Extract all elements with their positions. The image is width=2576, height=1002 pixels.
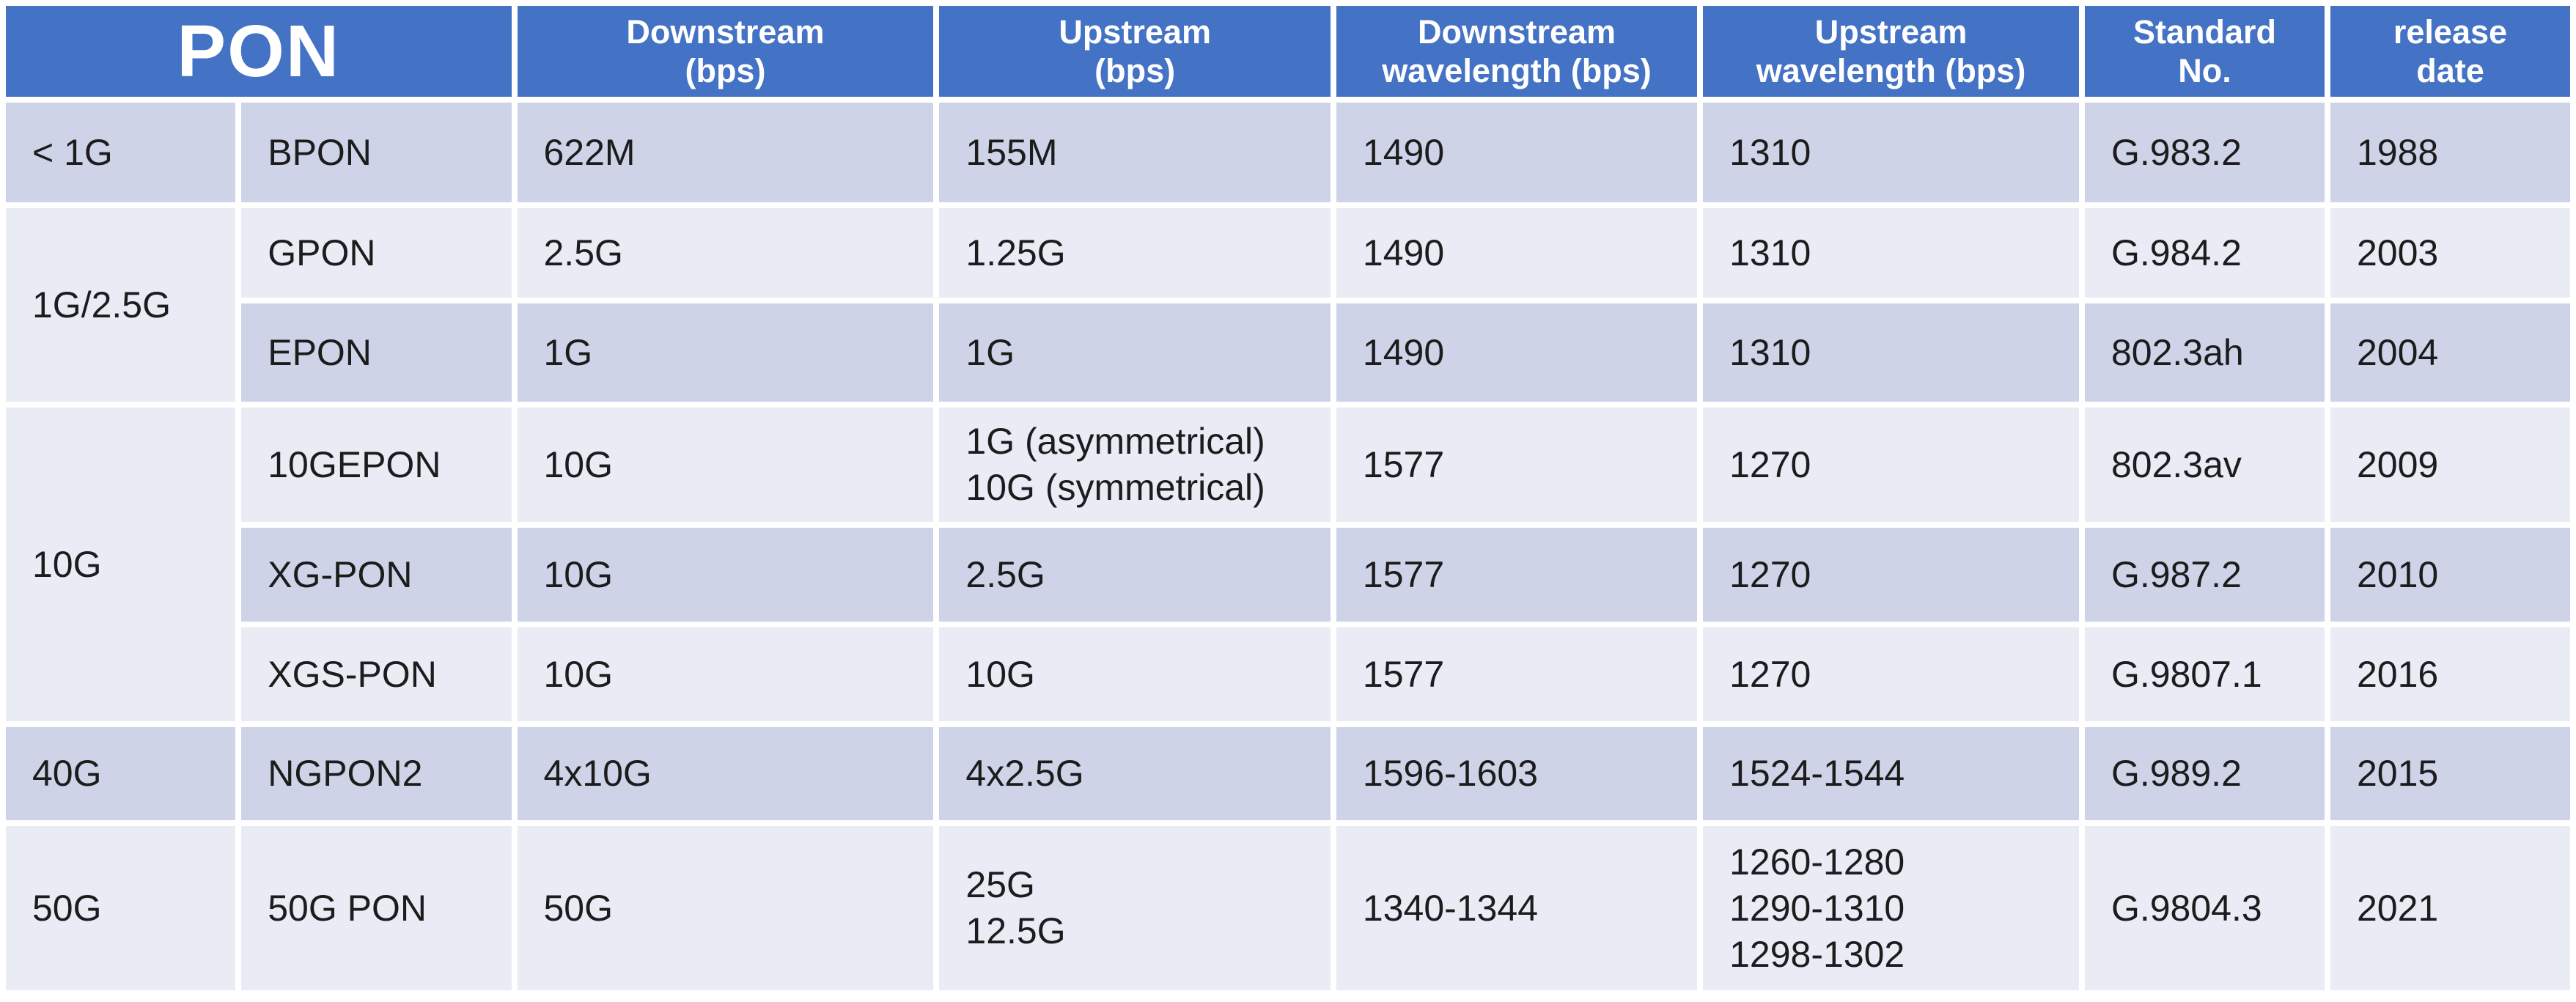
release-date-cell: 1988	[2330, 103, 2570, 202]
downstream-cell: 622M	[517, 103, 934, 202]
header-downstream-wavelength: Downstream wavelength (bps)	[1336, 6, 1698, 97]
category-cell: 1G/2.5G	[6, 208, 236, 402]
down-wavelength-cell: 1577	[1336, 627, 1698, 721]
pon-name-cell: XG-PON	[241, 528, 512, 622]
release-date-cell: 2010	[2330, 528, 2570, 622]
downstream-cell: 50G	[517, 826, 934, 990]
pon-name-cell: XGS-PON	[241, 627, 512, 721]
row-ngpon2: 40G NGPON2 4x10G 4x2.5G 1596-1603 1524-1…	[6, 727, 2570, 820]
category-cell: 50G	[6, 826, 236, 990]
header-pon: PON	[6, 6, 512, 97]
down-wavelength-cell: 1596-1603	[1336, 727, 1698, 820]
upstream-cell: 4x2.5G	[939, 727, 1331, 820]
row-10gepon: 10G 10GEPON 10G 1G (asymmetrical) 10G (s…	[6, 408, 2570, 721]
upstream-cell: 2.5G	[939, 528, 1331, 622]
standard-cell: G.987.2	[2084, 528, 2325, 622]
down-wavelength-cell: 1577	[1336, 408, 1698, 522]
release-date-cell: 2021	[2330, 826, 2570, 990]
release-date-cell: 2009	[2330, 408, 2570, 522]
upstream-cell: 155M	[939, 103, 1331, 202]
standard-cell: 802.3ah	[2084, 303, 2325, 402]
up-wavelength-cell: 1260-1280 1290-1310 1298-1302	[1703, 826, 2079, 990]
downstream-cell: 2.5G	[517, 208, 934, 298]
release-date-cell: 2004	[2330, 303, 2570, 402]
header-downstream-bps: Downstream (bps)	[517, 6, 934, 97]
down-wavelength-cell: 1490	[1336, 103, 1698, 202]
up-wavelength-cell: 1524-1544	[1703, 727, 2079, 820]
release-date-cell: 2003	[2330, 208, 2570, 298]
row-epon: EPON 1G 1G 1490 1310 802.3ah 2004	[6, 303, 2570, 402]
pon-name-cell: NGPON2	[241, 727, 512, 820]
upstream-cell: 1G	[939, 303, 1331, 402]
standard-cell: G.9804.3	[2084, 826, 2325, 990]
row-50g-pon: 50G 50G PON 50G 25G 12.5G 1340-1344 1260…	[6, 826, 2570, 990]
category-cell: 10G	[6, 408, 236, 721]
downstream-cell: 1G	[517, 303, 934, 402]
down-wavelength-cell: 1490	[1336, 208, 1698, 298]
row-xg-pon: XG-PON 10G 2.5G 1577 1270 G.987.2 2010	[6, 528, 2570, 622]
downstream-cell: 10G	[517, 627, 934, 721]
standard-cell: G.9807.1	[2084, 627, 2325, 721]
header-release-date: release date	[2330, 6, 2570, 97]
category-cell: < 1G	[6, 103, 236, 202]
up-wavelength-cell: 1310	[1703, 103, 2079, 202]
down-wavelength-cell: 1577	[1336, 528, 1698, 622]
row-bpon: < 1G BPON 622M 155M 1490 1310 G.983.2 19…	[6, 103, 2570, 202]
up-wavelength-cell: 1310	[1703, 303, 2079, 402]
downstream-cell: 10G	[517, 528, 934, 622]
header-upstream-wavelength: Upstream wavelength (bps)	[1703, 6, 2079, 97]
release-date-cell: 2015	[2330, 727, 2570, 820]
header-row: PON Downstream (bps) Upstream (bps) Down…	[6, 6, 2570, 97]
pon-name-cell: 50G PON	[241, 826, 512, 990]
downstream-cell: 10G	[517, 408, 934, 522]
row-xgs-pon: XGS-PON 10G 10G 1577 1270 G.9807.1 2016	[6, 627, 2570, 721]
upstream-cell: 1.25G	[939, 208, 1331, 298]
standard-cell: G.989.2	[2084, 727, 2325, 820]
header-upstream-bps: Upstream (bps)	[939, 6, 1331, 97]
pon-name-cell: GPON	[241, 208, 512, 298]
standard-cell: G.984.2	[2084, 208, 2325, 298]
pon-name-cell: 10GEPON	[241, 408, 512, 522]
pon-name-cell: BPON	[241, 103, 512, 202]
upstream-cell: 10G	[939, 627, 1331, 721]
up-wavelength-cell: 1270	[1703, 528, 2079, 622]
row-gpon: 1G/2.5G GPON 2.5G 1.25G 1490 1310 G.984.…	[6, 208, 2570, 402]
down-wavelength-cell: 1490	[1336, 303, 1698, 402]
standard-cell: G.983.2	[2084, 103, 2325, 202]
downstream-cell: 4x10G	[517, 727, 934, 820]
down-wavelength-cell: 1340-1344	[1336, 826, 1698, 990]
up-wavelength-cell: 1270	[1703, 627, 2079, 721]
standard-cell: 802.3av	[2084, 408, 2325, 522]
up-wavelength-cell: 1270	[1703, 408, 2079, 522]
upstream-cell: 25G 12.5G	[939, 826, 1331, 990]
up-wavelength-cell: 1310	[1703, 208, 2079, 298]
category-cell: 40G	[6, 727, 236, 820]
release-date-cell: 2016	[2330, 627, 2570, 721]
header-standard-no: Standard No.	[2084, 6, 2325, 97]
pon-name-cell: EPON	[241, 303, 512, 402]
upstream-cell: 1G (asymmetrical) 10G (symmetrical)	[939, 408, 1331, 522]
